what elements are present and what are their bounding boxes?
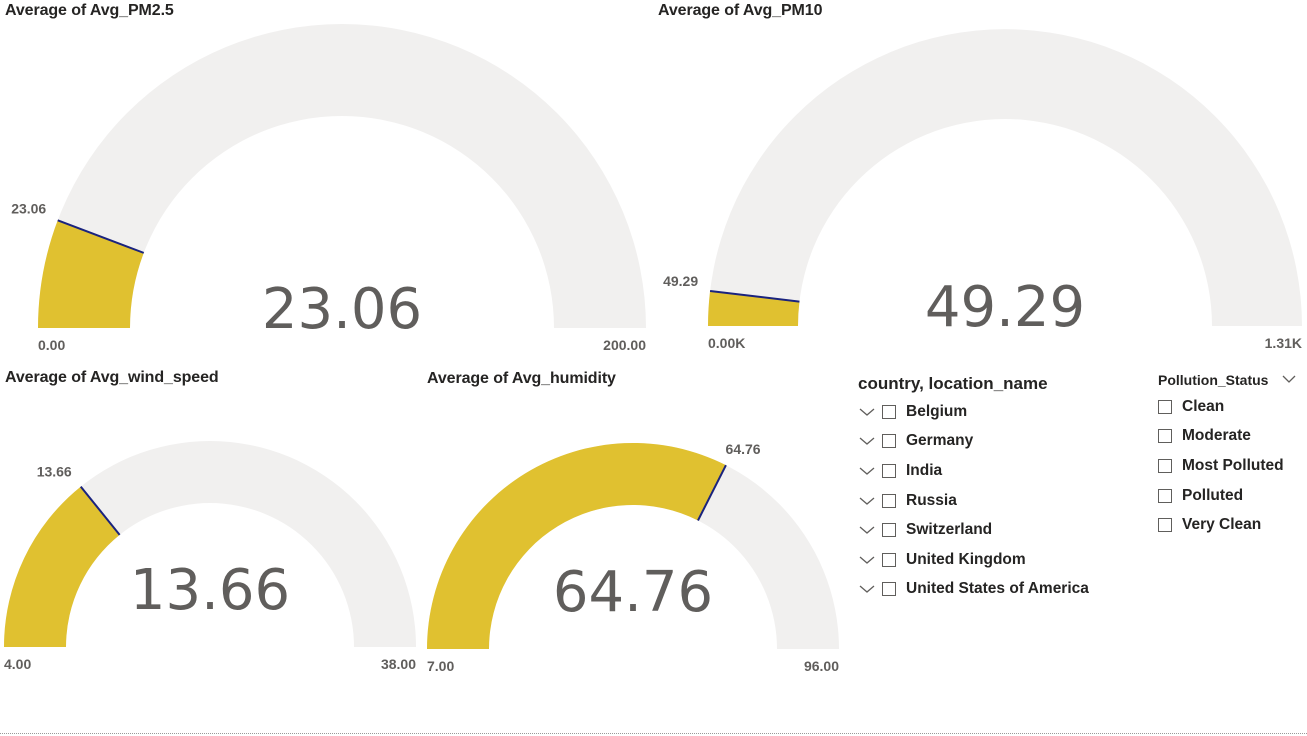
- country-slicer-item[interactable]: India: [858, 456, 1089, 486]
- pollution-slicer-list: Clean Moderate Most Polluted Polluted Ve…: [1158, 392, 1284, 540]
- checkbox[interactable]: [1158, 488, 1172, 503]
- chevron-down-icon[interactable]: [1281, 373, 1297, 385]
- wind-gauge-value-label: 13.66: [37, 463, 72, 479]
- pm10-gauge-needle: [709, 289, 800, 303]
- pollution-slicer-item-label: Polluted: [1182, 486, 1244, 504]
- pm25-gauge-max-label: 200.00: [603, 337, 646, 353]
- country-slicer-item-label: Switzerland: [906, 521, 993, 539]
- humidity-gauge-min-label: 7.00: [427, 658, 454, 674]
- checkbox[interactable]: [882, 552, 896, 567]
- country-slicer-item[interactable]: Switzerland: [858, 515, 1089, 545]
- pm10-gauge-title: Average of Avg_PM10: [658, 2, 823, 19]
- country-slicer-item-label: Russia: [906, 491, 957, 509]
- country-slicer-item[interactable]: Belgium: [858, 397, 1089, 427]
- page-bottom-divider: [0, 733, 1307, 734]
- checkbox[interactable]: [882, 404, 896, 419]
- wind-gauge-fill: [4, 486, 120, 647]
- pm25-gauge-min-label: 0.00: [38, 337, 65, 353]
- country-slicer-item-label: Germany: [906, 432, 974, 450]
- pollution-slicer-item[interactable]: Clean: [1158, 392, 1284, 422]
- pollution-slicer-item[interactable]: Most Polluted: [1158, 451, 1284, 481]
- pm10-gauge-value-label: 49.29: [663, 273, 698, 289]
- chevron-down-icon[interactable]: [858, 495, 876, 507]
- humidity-gauge-max-label: 96.00: [804, 658, 839, 674]
- pollution-slicer-header: Pollution_Status: [1158, 372, 1269, 388]
- checkbox[interactable]: [882, 582, 896, 597]
- pm25-gauge-fill: [38, 220, 144, 328]
- country-slicer-item[interactable]: United Kingdom: [858, 545, 1089, 575]
- chevron-down-icon[interactable]: [858, 435, 876, 447]
- country-slicer-item-label: India: [906, 461, 943, 479]
- checkbox[interactable]: [1158, 458, 1172, 473]
- checkbox[interactable]: [882, 493, 896, 508]
- wind-gauge-track: [4, 441, 416, 647]
- wind-gauge-title: Average of Avg_wind_speed: [5, 369, 219, 386]
- wind-gauge-value: 13.66: [130, 558, 290, 623]
- pollution-slicer-item[interactable]: Very Clean: [1158, 510, 1284, 540]
- wind-gauge-needle: [79, 485, 121, 536]
- chevron-down-icon[interactable]: [858, 406, 876, 418]
- pollution-slicer-item[interactable]: Polluted: [1158, 481, 1284, 511]
- pollution-slicer-item[interactable]: Moderate: [1158, 422, 1284, 452]
- humidity-gauge-value: 64.76: [553, 560, 713, 625]
- country-slicer-list: Belgium Germany India Russia Switzerland…: [858, 397, 1089, 604]
- checkbox[interactable]: [1158, 429, 1172, 444]
- pollution-slicer-item-label: Clean: [1182, 397, 1225, 415]
- humidity-gauge-fill: [427, 443, 726, 649]
- country-slicer-item[interactable]: United States of America: [858, 575, 1089, 605]
- wind-gauge-min-label: 4.00: [4, 656, 31, 672]
- humidity-gauge-value-label: 64.76: [726, 441, 761, 457]
- humidity-gauge-needle: [697, 464, 727, 521]
- pm25-gauge-track: [38, 24, 646, 328]
- chevron-down-icon[interactable]: [858, 524, 876, 536]
- pm25-gauge-value: 23.06: [262, 277, 422, 342]
- checkbox[interactable]: [882, 434, 896, 449]
- pm10-gauge-min-label: 0.00K: [708, 335, 745, 351]
- chevron-down-icon[interactable]: [858, 554, 876, 566]
- pollution-slicer-item-label: Moderate: [1182, 427, 1251, 445]
- wind-gauge-max-label: 38.00: [381, 656, 416, 672]
- pm10-gauge-max-label: 1.31K: [1265, 335, 1302, 351]
- pollution-slicer-item-label: Most Polluted: [1182, 456, 1284, 474]
- pollution-slicer-item-label: Very Clean: [1182, 516, 1262, 534]
- pm25-gauge-value-label: 23.06: [11, 200, 46, 216]
- checkbox[interactable]: [1158, 518, 1172, 533]
- country-slicer-item[interactable]: Russia: [858, 486, 1089, 516]
- pm10-gauge-track: [708, 29, 1302, 327]
- chevron-down-icon[interactable]: [858, 465, 876, 477]
- humidity-gauge-title: Average of Avg_humidity: [427, 370, 616, 387]
- country-slicer-header: country, location_name: [858, 374, 1048, 393]
- country-slicer-item-label: Belgium: [906, 402, 968, 420]
- chevron-down-icon[interactable]: [858, 583, 876, 595]
- pm25-gauge-needle: [57, 219, 145, 254]
- pm25-gauge-title: Average of Avg_PM2.5: [5, 2, 174, 19]
- checkbox[interactable]: [1158, 399, 1172, 414]
- country-slicer-item-label: United Kingdom: [906, 550, 1026, 568]
- checkbox[interactable]: [882, 523, 896, 538]
- checkbox[interactable]: [882, 463, 896, 478]
- pm10-gauge-value: 49.29: [925, 275, 1085, 340]
- country-slicer-item-label: United States of America: [906, 580, 1089, 598]
- country-slicer-item[interactable]: Germany: [858, 427, 1089, 457]
